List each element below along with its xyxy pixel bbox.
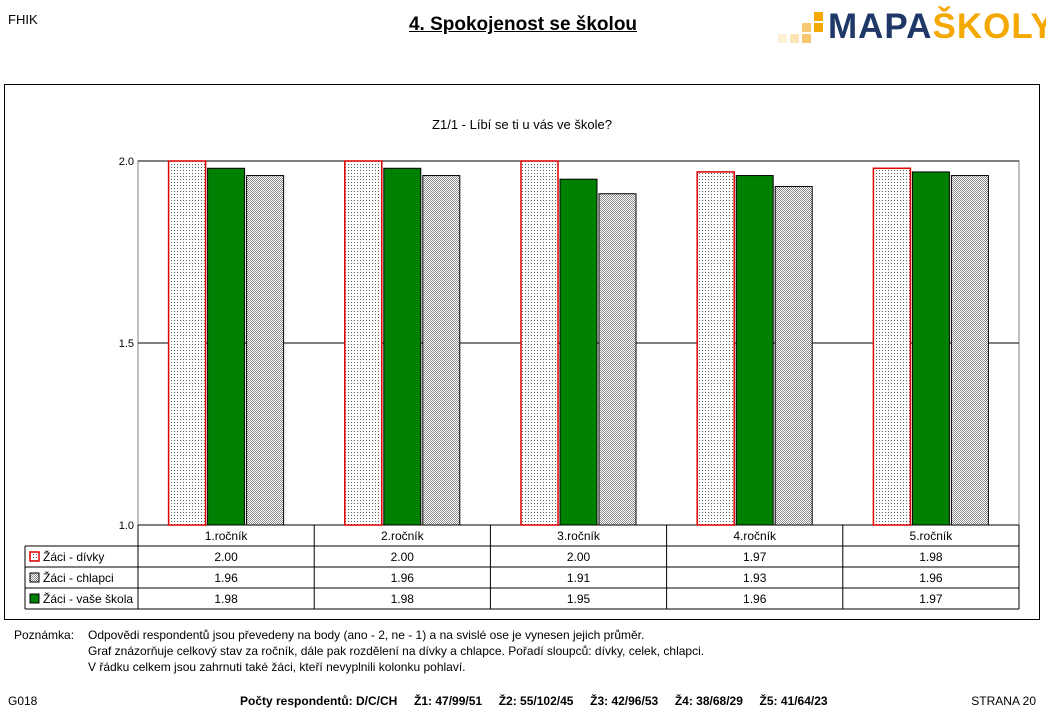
logo-square	[814, 12, 823, 21]
logo-square	[778, 34, 787, 43]
logo-square	[814, 23, 823, 32]
table-value: 2.00	[567, 550, 591, 564]
note-line: Odpovědi respondentů jsou převedeny na b…	[88, 628, 645, 642]
table-value: 1.95	[567, 592, 591, 606]
table-value: 1.98	[391, 592, 415, 606]
bar-school	[735, 175, 774, 526]
chart: Z1/1 - Líbí se ti u vás ve škole? 1.0 1.5…	[24, 117, 1020, 610]
bar-girls	[696, 171, 735, 526]
table-value: 1.97	[919, 592, 943, 606]
logo-text: MAPAŠKOLY	[828, 7, 1046, 47]
bar-school	[559, 178, 598, 526]
bar-girls	[872, 167, 912, 526]
bar-boys	[950, 175, 989, 526]
bar-girls	[167, 160, 207, 526]
bar-school	[207, 167, 246, 526]
logo-text-part2: ŠKOLY	[932, 7, 1046, 46]
note-line: Graf znázorňuje celkový stav za ročník, …	[88, 644, 705, 658]
bar-boys	[598, 193, 637, 526]
table-value: 1.96	[919, 571, 943, 585]
x-tick-label: 3.ročník	[557, 529, 601, 543]
bar-boys	[246, 175, 285, 526]
legend-label: Žáci - dívky	[43, 549, 104, 564]
table-value: 1.96	[743, 592, 767, 606]
x-tick-label: 2.ročník	[381, 529, 425, 543]
table-value: 2.00	[391, 550, 415, 564]
table-value: 1.98	[919, 550, 943, 564]
bar-girls	[520, 160, 559, 526]
y-tick-label: 1.5	[119, 338, 134, 350]
bar-school	[383, 167, 422, 526]
table-value: 1.93	[743, 571, 767, 585]
chart-title: Z1/1 - Líbí se ti u vás ve škole?	[432, 117, 612, 132]
bar-school	[911, 171, 950, 526]
x-tick-label: 1.ročník	[205, 529, 249, 543]
x-tick-label: 5.ročník	[910, 529, 954, 543]
logo-square	[802, 34, 811, 43]
mapa-skoly-logo: MAPAŠKOLY	[778, 7, 1046, 46]
table-value: 1.98	[214, 592, 238, 606]
footer-code: G018	[8, 694, 38, 708]
legend-swatch	[29, 593, 40, 604]
respondent-counts: Počty respondentů: D/C/CH Ž1: 47/99/51 Ž…	[240, 694, 828, 708]
school-code: FHIK	[8, 12, 38, 27]
bar-boys	[422, 175, 461, 526]
logo-square	[802, 23, 811, 32]
legend-label: Žáci - chlapci	[43, 570, 114, 585]
legend-label: Žáci - vaše škola	[43, 591, 133, 606]
table-value: 1.91	[567, 571, 591, 585]
y-tick-label: 2.0	[119, 156, 134, 168]
chart-frame: Z1/1 - Líbí se ti u vás ve škole? 1.0 1.5…	[4, 84, 1040, 620]
x-tick-label: 4.ročník	[733, 529, 777, 543]
bar-girls	[344, 160, 383, 526]
y-tick-label: 1.0	[119, 520, 134, 532]
bar-boys	[774, 185, 813, 526]
logo-text-part1: MAPA	[828, 7, 933, 46]
table-value: 1.96	[391, 571, 415, 585]
note-label: Poznámka:	[14, 628, 75, 642]
page-title: 4. Spokojenost se školou	[408, 14, 638, 35]
table-value: 1.97	[743, 550, 767, 564]
legend-swatch	[29, 572, 40, 583]
logo-square	[790, 34, 799, 43]
legend-swatch	[29, 551, 40, 562]
table-value: 2.00	[214, 550, 238, 564]
table-value: 1.96	[214, 571, 238, 585]
note-line: V řádku celkem jsou zahrnuti také žáci, …	[88, 660, 466, 674]
page-number: STRANA 20	[971, 694, 1036, 708]
